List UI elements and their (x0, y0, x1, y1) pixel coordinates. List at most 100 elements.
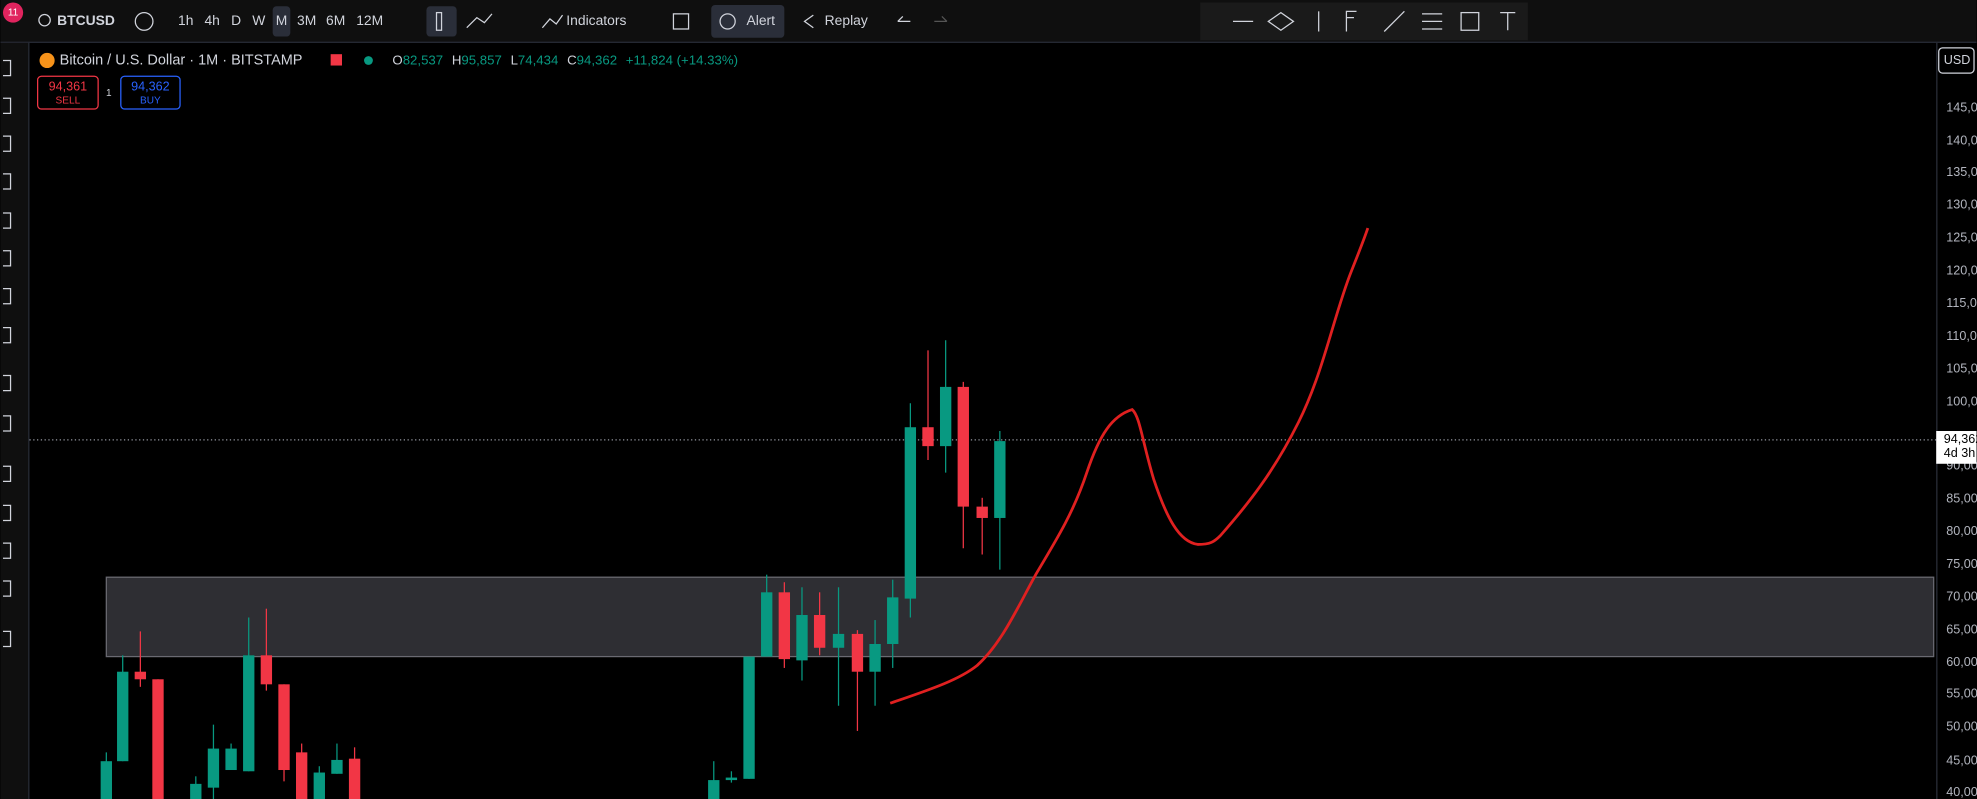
replay-button[interactable]: Replay (825, 12, 868, 28)
tool-rect[interactable] (1460, 11, 1480, 31)
undo[interactable] (897, 15, 911, 23)
price-label: 105,00 (1946, 362, 1977, 376)
price-label: 70,00 (1946, 590, 1977, 604)
tool-shape[interactable] (1267, 11, 1295, 32)
flag[interactable] (330, 54, 342, 66)
side-tool[interactable] (2, 630, 12, 648)
candle-body (278, 684, 290, 771)
candle-body (331, 759, 343, 774)
price-label: 140,00 (1946, 133, 1977, 147)
interval-group: 1h 4h D W M 3M 6M 12M (178, 6, 383, 37)
interval[interactable]: 4h (204, 12, 219, 28)
layouts-icon[interactable] (672, 13, 690, 30)
candle-body (725, 777, 738, 781)
interval[interactable]: D (231, 12, 241, 28)
market-status (364, 56, 373, 65)
side-tool[interactable] (2, 212, 12, 229)
h-label: H (452, 52, 462, 67)
price-label: 80,00 (1946, 524, 1977, 538)
interval[interactable]: 12M (356, 12, 383, 28)
interval[interactable]: W (252, 12, 266, 28)
side-tool[interactable] (2, 374, 12, 392)
price-label: 40,00 (1946, 785, 1977, 799)
side-tool[interactable] (2, 504, 12, 522)
symbol[interactable]: BTCUSD (57, 12, 115, 28)
buy-label: BUY (140, 95, 161, 106)
candle-body (313, 772, 325, 799)
low: 74,434 (518, 52, 558, 67)
price-label: 135,00 (1946, 165, 1977, 179)
candle-body (922, 427, 934, 447)
side-tool[interactable] (2, 287, 12, 305)
top-toolbar (0, 0, 1977, 42)
buy-price: 94,362 (131, 79, 170, 93)
add-symbol[interactable] (134, 11, 154, 31)
interval[interactable]: 6M (326, 12, 345, 28)
line-icon[interactable] (466, 13, 493, 29)
candle-body (708, 780, 720, 799)
tool-text[interactable] (1500, 11, 1516, 31)
tool-trend[interactable] (1383, 10, 1405, 32)
candle-body (994, 441, 1006, 518)
drawing-toolbar (1200, 2, 1528, 41)
side-tool[interactable] (2, 173, 12, 190)
price-label: 110,00 (1946, 329, 1977, 343)
alert-bg (711, 5, 785, 38)
interval[interactable]: 3M (297, 12, 316, 28)
drawn-projection (889, 227, 1370, 705)
candle-body (887, 597, 899, 644)
search-icon[interactable] (38, 13, 51, 27)
alert-icon (719, 13, 736, 30)
currency-box[interactable] (1938, 47, 1975, 74)
alert-button[interactable]: Alert (747, 12, 776, 28)
candle-body (295, 752, 308, 799)
candle-body (813, 615, 826, 648)
interval[interactable]: M (276, 12, 288, 28)
candles (100, 340, 1006, 799)
c-label: C (567, 52, 577, 67)
legend-title: Bitcoin / U.S. Dollar · 1M · BITSTAMP (60, 52, 303, 68)
side-tool[interactable] (2, 580, 12, 597)
candle-body (260, 655, 273, 685)
sell-button[interactable] (37, 75, 99, 110)
candle-body (939, 386, 952, 447)
side-tool[interactable] (2, 465, 12, 483)
price-label: 115,00 (1946, 296, 1977, 310)
interval[interactable]: 1h (178, 12, 193, 28)
currency: USD (1944, 53, 1971, 67)
spread: 1 (106, 88, 112, 99)
price-label: 130,00 (1946, 198, 1977, 212)
candle-body (778, 592, 791, 660)
buy-button[interactable] (120, 75, 181, 110)
side-tool[interactable] (2, 59, 12, 77)
notification-count: 11 (8, 7, 19, 18)
notification-badge[interactable] (2, 2, 24, 23)
price-label: 120,00 (1946, 263, 1977, 277)
candle-body (832, 633, 845, 648)
price-label: 75,00 (1946, 557, 1977, 571)
tool-fib[interactable] (1345, 10, 1357, 32)
indicators-button[interactable]: Indicators (566, 12, 626, 28)
side-tool[interactable] (2, 135, 12, 152)
candle-body (904, 427, 917, 599)
candle-body (190, 783, 202, 799)
l-label: L (511, 52, 518, 67)
side-tool[interactable] (2, 250, 12, 267)
side-tool[interactable] (2, 327, 12, 344)
price-label: 145,00 (1946, 101, 1977, 115)
ohlc: O82,537 H95,857 L74,434 C94,362 +11,824 … (392, 52, 738, 67)
countdown: 4d 3h (1944, 446, 1976, 460)
side-tool[interactable] (2, 542, 12, 559)
tool-channel[interactable] (1422, 13, 1443, 30)
close: 94,362 (577, 52, 617, 67)
side-tool[interactable] (2, 97, 12, 115)
candle-body (225, 748, 237, 771)
price-label: 65,00 (1946, 622, 1977, 636)
side-tool[interactable] (2, 415, 12, 432)
redo[interactable] (934, 15, 948, 23)
price-label: 45,00 (1946, 754, 1977, 768)
candle-body (100, 761, 112, 799)
